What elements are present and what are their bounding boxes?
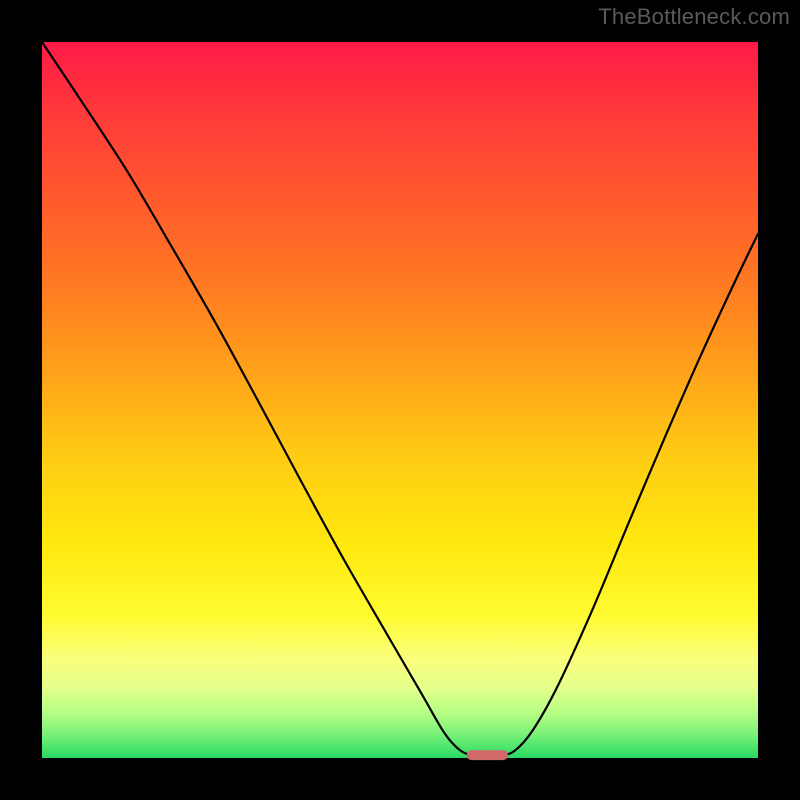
watermark-text: TheBottleneck.com [598, 4, 790, 30]
chart-background [42, 42, 758, 758]
optimal-marker [467, 750, 509, 760]
chart-canvas [0, 0, 800, 800]
chart-stage: TheBottleneck.com [0, 0, 800, 800]
